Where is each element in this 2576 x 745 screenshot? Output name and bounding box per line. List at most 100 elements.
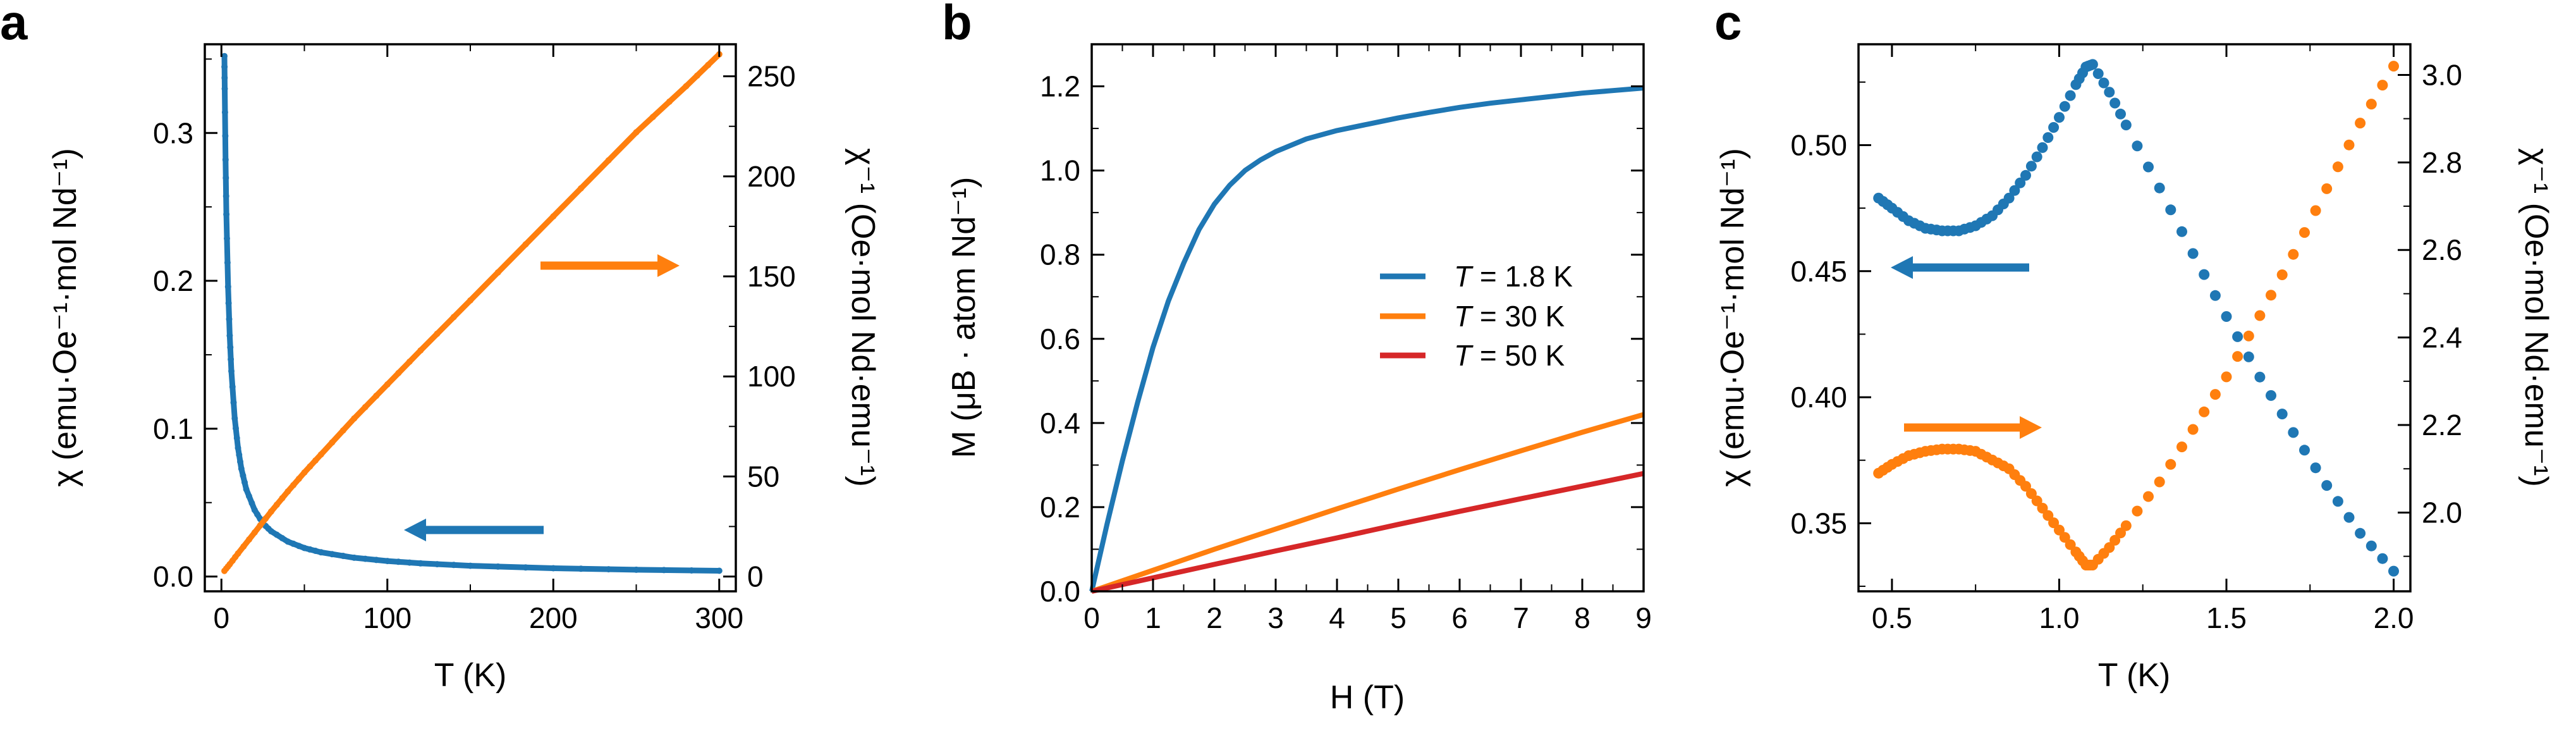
panel-letter-a: a (0, 0, 28, 50)
panel-a-x-axis-label: T (K) (434, 657, 507, 694)
panel-a-point-chi (373, 557, 380, 563)
panel-b-x-axis-label: H (T) (1330, 679, 1405, 716)
panel-c-point-chi (2266, 390, 2276, 401)
panel-a-y2tick-label: 200 (747, 160, 796, 193)
panel-b-xtick-label: 6 (1451, 601, 1468, 634)
panel-b-xtick-label: 1 (1145, 601, 1161, 634)
panel-a-point-chi (228, 367, 235, 374)
panel-c-point-inverse-chi (2365, 99, 2377, 110)
panel-a-point-inverse-chi (251, 529, 258, 536)
panel-c-point-chi (2310, 462, 2321, 474)
panel-a-frame (204, 43, 737, 593)
panel-c-point-inverse-chi (2377, 80, 2388, 91)
panel-a-y2tick-label: 150 (747, 260, 796, 293)
panel-a-point-chi (248, 500, 255, 507)
panel-b-ytick-label: 0.4 (1040, 407, 1080, 440)
panel-letter-c: c (1714, 0, 1742, 50)
panel-c-point-inverse-chi (2310, 205, 2321, 216)
legend-label-30k-value: = 30 K (1472, 300, 1565, 333)
panel-c-y2tick-label: 2.2 (2422, 409, 2462, 441)
panel-a-point-inverse-chi (373, 392, 380, 399)
panel-a-ytick-label: 0.2 (153, 264, 193, 297)
panel-c-point-inverse-chi (2288, 249, 2299, 260)
panel-b-plot-area (1089, 85, 1645, 594)
panel-a-point-chi (268, 528, 274, 535)
panel-a-xtick-label: 100 (363, 601, 412, 634)
panel-b-ytick-label: 1.2 (1040, 70, 1080, 103)
panel-a-point-inverse-chi (339, 427, 346, 434)
panel-a-point-inverse-chi (384, 381, 391, 388)
panel-c-point-chi (2115, 108, 2126, 120)
panel-c-point-inverse-chi (2115, 527, 2126, 539)
panel-a-point-chi (224, 283, 231, 290)
panel-a-point-chi (605, 566, 612, 573)
panel-c-point-inverse-chi (2299, 227, 2310, 238)
panel-b-ytick-label: 0.2 (1040, 491, 1080, 524)
panel-c-point-inverse-chi (2388, 61, 2399, 72)
panel-a-point-chi (406, 559, 413, 566)
panel-c-point-inverse-chi (2254, 310, 2266, 321)
panel-a-point-inverse-chi (406, 359, 413, 365)
panel-a-point-inverse-chi (494, 269, 501, 276)
panel-a-point-inverse-chi (279, 495, 286, 502)
panel-a-point-inverse-chi (417, 347, 424, 354)
panel-a-point-chi (351, 554, 358, 561)
legend-label-30k-symbol: T (1454, 300, 1474, 333)
panel-a-point-chi (312, 548, 319, 554)
panel-c-xtick-label: 0.5 (1872, 601, 1912, 634)
panel-c-point-chi (2031, 151, 2042, 163)
panel-c-arrow-left-head (1891, 256, 1913, 279)
panel-c-point-chi (2254, 371, 2266, 383)
panel-c-arrow-left (1891, 256, 2029, 279)
panel-c-point-chi (2092, 68, 2104, 79)
panel-b-ytick-label: 0.6 (1040, 323, 1080, 355)
panel-a-point-chi (226, 316, 233, 323)
panel-c-point-chi (2109, 97, 2121, 109)
panel-c-point-chi (2332, 496, 2343, 507)
panel-a-point-chi (295, 543, 302, 550)
panel-a-point-chi (222, 156, 229, 163)
panel-a-plot-area (221, 51, 723, 574)
legend-label-1-8k: T = 1.8 K (1454, 260, 1573, 293)
panel-a-point-inverse-chi (683, 83, 690, 90)
panel-c-point-chi (2299, 445, 2310, 456)
panel-b-xtick-label: 0 (1084, 601, 1100, 634)
panel-c-ytick-label: 0.50 (1790, 128, 1847, 161)
panel-c-point-chi (2098, 77, 2109, 89)
panel-a-point-chi (224, 235, 230, 242)
panel-c-x-axis-label: T (K) (2098, 657, 2171, 694)
panel-a-point-inverse-chi (301, 469, 308, 476)
panel-a-point-inverse-chi (268, 508, 274, 515)
panel-c-point-chi (2243, 351, 2254, 362)
panel-b-ticks: 0 1 2 3 4 5 6 7 8 9 0.0 0.2 0.4 0.6 0.8 1.0 1.2 (1040, 44, 1652, 634)
panel-a-y2-axis-label: χ⁻¹ (Oe·mol Nd·emu⁻¹) (845, 148, 881, 487)
panel-c-y-axis-label: χ (emu·Oe⁻¹·mol Nd⁻¹) (1714, 148, 1751, 487)
panel-a-point-inverse-chi (290, 482, 296, 489)
panel-c-point-inverse-chi (2048, 517, 2060, 529)
panel-c-point-chi (2009, 185, 2020, 196)
panel-c-arrow-right (1904, 416, 2042, 439)
panel-a-point-chi (279, 535, 286, 541)
panel-c-point-inverse-chi (2020, 481, 2031, 492)
panel-c-point-chi (2059, 101, 2070, 112)
panel-a-xtick-label: 300 (695, 601, 743, 634)
panel-c-point-inverse-chi (2232, 351, 2243, 362)
legend-label-50k: T = 50 K (1454, 339, 1565, 372)
panel-c-point-inverse-chi (2355, 118, 2366, 129)
panel-a-point-inverse-chi (467, 297, 473, 304)
panel-a-point-inverse-chi (317, 451, 324, 458)
panel-b-ytick-label: 0.0 (1040, 575, 1080, 608)
panel-c-point-chi (2054, 112, 2065, 123)
panel-c-point-inverse-chi (2025, 488, 2037, 499)
panel-c-point-chi (2276, 409, 2288, 420)
panel-c: c 0.5 1.0 1.5 2.0 0.35 0.40 0.45 0.50 2.0 2.2 2.4 2… (1714, 0, 2555, 694)
panel-c-point-inverse-chi (2199, 406, 2210, 417)
panel-c-point-chi (2143, 161, 2154, 173)
panel-a-point-chi (246, 493, 252, 500)
panel-c-point-chi (2377, 553, 2388, 564)
panel-c-y2-axis-label: χ⁻¹ (Oe·mol Nd·emu⁻¹) (2518, 148, 2555, 487)
panel-a-point-inverse-chi (693, 72, 700, 79)
panel-a-point-chi (522, 564, 529, 571)
legend-label-1-8k-symbol: T (1454, 260, 1474, 293)
panel-a-point-chi (236, 452, 243, 459)
